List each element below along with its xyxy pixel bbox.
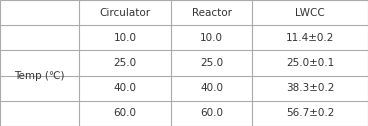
Text: Circulator: Circulator: [100, 8, 151, 18]
Text: LWCC: LWCC: [295, 8, 325, 18]
Text: 25.0±0.1: 25.0±0.1: [286, 58, 334, 68]
Text: 25.0: 25.0: [200, 58, 223, 68]
Text: 60.0: 60.0: [200, 108, 223, 118]
Text: 11.4±0.2: 11.4±0.2: [286, 33, 334, 43]
Text: Temp (℃): Temp (℃): [14, 71, 65, 81]
Text: 10.0: 10.0: [200, 33, 223, 43]
Text: 38.3±0.2: 38.3±0.2: [286, 83, 334, 93]
Text: 10.0: 10.0: [114, 33, 137, 43]
Text: 40.0: 40.0: [200, 83, 223, 93]
Text: 60.0: 60.0: [114, 108, 137, 118]
Text: Reactor: Reactor: [192, 8, 231, 18]
Text: 56.7±0.2: 56.7±0.2: [286, 108, 334, 118]
Text: 40.0: 40.0: [114, 83, 137, 93]
Text: 25.0: 25.0: [114, 58, 137, 68]
